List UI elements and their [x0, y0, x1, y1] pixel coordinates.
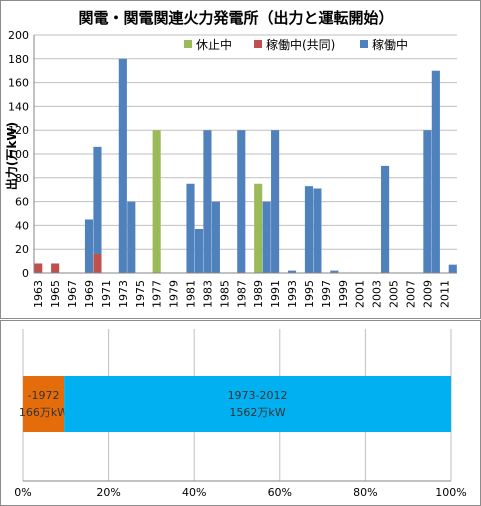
bar-2012	[448, 264, 457, 273]
legend-swatch	[360, 40, 368, 48]
x-tick-label: 1997	[320, 280, 333, 308]
x-tick-labels: 1963 1965 1967 1969 1971 1973 1975 1977 1979 1981…	[32, 280, 451, 308]
share-stacked-bar-chart: -1972 166万kW 1973-2012 1562万kW 0% 20% 40% 60% 8…	[14, 329, 467, 499]
x-tick-label: 1991	[269, 280, 282, 308]
bar-1970	[93, 146, 102, 254]
bar-1993	[287, 270, 297, 273]
axes	[33, 35, 457, 274]
segment-value-label: 166万kW	[19, 406, 68, 419]
share-x-tick-label: 100%	[435, 486, 466, 499]
bar-1998	[330, 270, 339, 273]
share-bars: -1972 166万kW 1973-2012 1562万kW	[19, 376, 452, 432]
bar-1995	[304, 186, 314, 273]
bar-1983	[203, 130, 212, 273]
legend-swatch	[184, 40, 192, 48]
legend-label: 稼働中	[372, 37, 408, 52]
share-x-tick-label: 20%	[96, 486, 120, 499]
y-tick-label: 180	[8, 53, 29, 66]
bar-1996	[313, 188, 322, 273]
legend-label: 休止中	[196, 37, 232, 52]
bar-1991	[271, 130, 280, 273]
bar-1990	[262, 201, 271, 273]
bar-1981	[186, 183, 195, 273]
bar-1965	[51, 263, 60, 273]
x-tick-label: 1985	[218, 280, 231, 308]
x-tick-label: 1977	[151, 280, 164, 308]
y-tick-label: 60	[15, 196, 29, 209]
y-axis-label: 出力(万kW)	[4, 122, 19, 190]
share-x-tick-label: 40%	[182, 486, 206, 499]
y-tick-label: 40	[15, 219, 29, 232]
share-x-tick-label: 80%	[353, 486, 377, 499]
x-tick-label: 1975	[134, 280, 147, 308]
share-x-tick-label: 0%	[14, 486, 31, 499]
legend-swatch	[254, 40, 262, 48]
x-tick-label: 1999	[337, 280, 350, 308]
y-tick-label: 120	[8, 124, 29, 137]
legend: 休止中 稼働中(共同) 稼働中	[184, 37, 408, 52]
y-tick-label: 80	[15, 172, 29, 185]
segment-period-label: 1973-2012	[228, 389, 288, 402]
bar-1963	[34, 263, 43, 273]
x-tick-label: 2005	[388, 280, 401, 308]
x-tick-label: 2003	[371, 280, 384, 308]
x-tick-label: 1983	[201, 280, 214, 308]
bar-1984	[211, 201, 220, 273]
x-tick-label: 1967	[66, 280, 79, 308]
legend-label: 稼働中(共同)	[266, 37, 335, 52]
x-tick-label: 1995	[303, 280, 316, 308]
y-tick-label: 0	[22, 267, 29, 280]
share-x-tick-label: 60%	[268, 486, 292, 499]
bar-1977	[152, 130, 161, 273]
gridlines	[34, 34, 457, 274]
y-tick-label: 200	[8, 29, 29, 42]
x-tick-label: 1989	[252, 280, 265, 308]
x-tick-label: 2011	[438, 280, 451, 308]
y-tick-label: 100	[8, 148, 29, 161]
bar-1970	[93, 253, 102, 273]
x-tick-label: 2001	[354, 280, 367, 308]
bar-1973	[118, 58, 127, 273]
share-segment	[23, 376, 65, 432]
capacity-chart-panel: 関電・関電関連火力発電所（出力と運転開始） 0 20 40 60 80 100 120 140…	[0, 0, 481, 319]
bar-2010	[431, 70, 440, 273]
x-tick-label: 1969	[83, 280, 96, 308]
y-tick-labels: 0 20 40 60 80 100 120 140 160 180 200	[8, 29, 29, 280]
x-tick-label: 1981	[185, 280, 198, 308]
x-tick-label: 1979	[168, 280, 181, 308]
y-tick-label: 20	[15, 243, 29, 256]
x-tick-label: 2007	[404, 280, 417, 308]
segment-value-label: 1562万kW	[229, 406, 285, 419]
bar-2009	[423, 130, 432, 273]
bar-1969	[84, 219, 94, 273]
bars	[34, 58, 457, 273]
x-tick-label: 1971	[100, 280, 113, 308]
y-tick-label: 160	[8, 77, 29, 90]
share-segment	[64, 376, 452, 432]
share-x-tick-labels: 0% 20% 40% 60% 80% 100%	[14, 486, 466, 499]
bar-1987	[237, 130, 246, 273]
bar-1982	[194, 228, 204, 273]
bar-2004	[381, 165, 390, 273]
share-chart-panel: -1972 166万kW 1973-2012 1562万kW 0% 20% 40% 60% 8…	[0, 320, 481, 506]
capacity-bar-chart: 関電・関電関連火力発電所（出力と運転開始） 0 20 40 60 80 100 120 140…	[4, 9, 457, 308]
chart-title: 関電・関電関連火力発電所（出力と運転開始）	[78, 9, 393, 27]
y-tick-label: 140	[8, 100, 29, 113]
bar-1974	[127, 201, 136, 273]
x-tick-label: 1987	[235, 280, 248, 308]
x-tick-label: 1973	[117, 280, 130, 308]
bar-1989	[254, 183, 263, 273]
segment-period-label: -1972	[28, 389, 60, 402]
x-tick-label: 1963	[32, 280, 45, 308]
x-tick-label: 1965	[49, 280, 62, 308]
x-tick-label: 1993	[286, 280, 299, 308]
x-tick-label: 2009	[421, 280, 434, 308]
